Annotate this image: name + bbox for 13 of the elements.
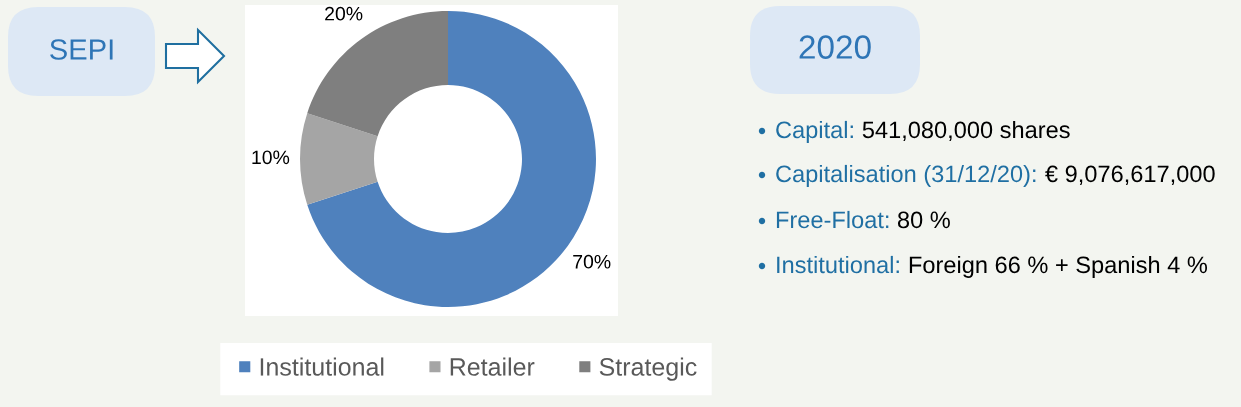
text: Capitalisation (31/12/20): € 9,076,617,000 — [776, 164, 1215, 187]
text: Capital: 541,080,000 shares — [776, 120, 1070, 143]
legend-label: Institutional — [260, 357, 384, 376]
data-label: 10% — [252, 150, 290, 165]
legend-label: Retailer — [450, 357, 535, 376]
data-label: 70% — [573, 254, 611, 269]
text: 2020 — [799, 35, 871, 59]
text: Free-Float: 80 % — [776, 210, 950, 229]
text: SEPI — [50, 39, 113, 60]
legend-label: Strategic — [599, 357, 697, 381]
text: Institutional: Foreign 66 % + Spanish 4 % — [777, 255, 1208, 278]
donut-slice — [300, 113, 378, 205]
data-label: 20% — [325, 6, 363, 21]
